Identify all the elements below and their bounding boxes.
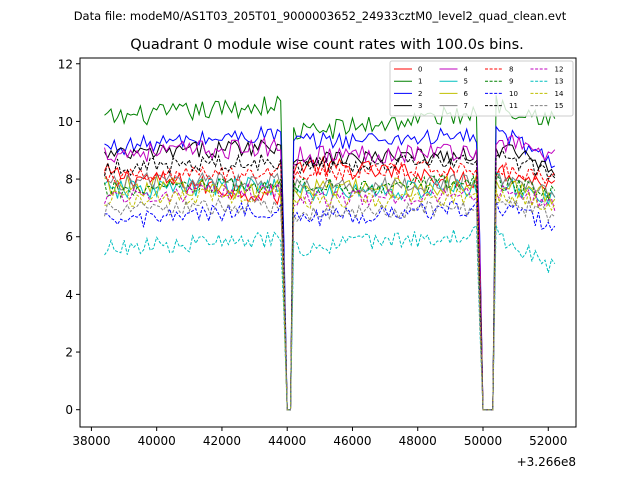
legend-label-15: 15	[555, 102, 564, 110]
y-tick-label: 8	[65, 173, 73, 187]
x-offset-label: +3.266e8	[517, 455, 576, 469]
legend-label-3: 3	[418, 102, 422, 110]
legend-label-11: 11	[509, 102, 518, 110]
y-tick-label: 10	[58, 115, 73, 129]
y-tick-label: 12	[58, 57, 73, 71]
series-line-9	[104, 172, 556, 411]
y-tick-label: 4	[65, 288, 73, 302]
series-line-4	[104, 134, 556, 411]
x-tick-label: 50000	[464, 434, 502, 448]
series-layer	[104, 95, 556, 411]
legend-label-12: 12	[555, 66, 564, 74]
series-line-8	[104, 160, 556, 411]
data-file-subtitle: Data file: modeM0/AS1T03_205T01_90000036…	[74, 9, 567, 23]
legend-label-8: 8	[509, 66, 513, 74]
legend-label-13: 13	[555, 78, 564, 86]
x-tick-label: 44000	[268, 434, 306, 448]
legend-label-9: 9	[509, 78, 513, 86]
series-line-15	[104, 195, 556, 411]
legend-label-0: 0	[418, 66, 422, 74]
legend-label-5: 5	[464, 78, 468, 86]
legend-label-6: 6	[464, 90, 469, 98]
legend-label-14: 14	[555, 90, 564, 98]
x-tick-label: 48000	[399, 434, 437, 448]
plot-frame	[79, 57, 577, 428]
x-tick-label: 46000	[333, 434, 371, 448]
legend-label-1: 1	[418, 78, 422, 86]
legend-box	[389, 60, 574, 117]
series-line-11	[104, 149, 556, 411]
legend-label-10: 10	[509, 90, 518, 98]
legend-label-7: 7	[464, 102, 468, 110]
x-tick-label: 38000	[72, 434, 110, 448]
legend-label-2: 2	[418, 90, 422, 98]
y-tick-label: 0	[65, 403, 73, 417]
legend-label-4: 4	[464, 66, 469, 74]
y-tick-label: 2	[65, 346, 73, 360]
series-line-14	[104, 185, 556, 411]
x-axis: 38000 40000 42000 44000 46000 48000 50000 52000	[72, 427, 567, 448]
x-tick-label: 42000	[203, 434, 241, 448]
x-tick-label: 52000	[529, 434, 567, 448]
chart-title: Quadrant 0 module wise count rates with …	[130, 37, 524, 53]
y-axis: 0 2 4 6 8 10 12	[58, 57, 80, 417]
x-tick-label: 40000	[138, 434, 176, 448]
y-tick-label: 6	[65, 230, 73, 244]
